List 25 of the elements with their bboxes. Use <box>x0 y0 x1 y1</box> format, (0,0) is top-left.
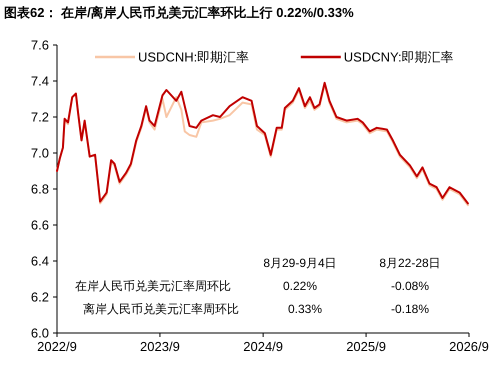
y-tick-label: 6.8 <box>30 182 49 196</box>
y-tick-label: 7.2 <box>30 110 49 124</box>
x-tick-label: 2026/9 <box>449 339 489 354</box>
y-tick-label: 7.6 <box>30 38 49 52</box>
chart-title: 图表62： 在岸/离岸人民币兑美元汇率环比上行 0.22%/0.33% <box>4 5 354 20</box>
annotation: 8月29-9月4日 <box>263 256 337 270</box>
x-tick-label: 2023/9 <box>140 339 180 354</box>
y-tick-label: 6.6 <box>30 218 49 232</box>
y-tick-label: 7.4 <box>30 74 49 88</box>
annotation: 离岸人民币兑美元汇率周环比 <box>83 302 239 316</box>
x-tick-label: 2024/9 <box>243 339 284 354</box>
x-tick-label: 2022/9 <box>37 339 77 354</box>
annotation: 8月22-28日 <box>379 256 441 270</box>
y-tick-label: 6.2 <box>30 290 49 304</box>
annotation: 在岸人民币兑美元汇率周环比 <box>75 279 231 293</box>
legend-label: USDCNY:即期汇率 <box>344 50 454 64</box>
annotation: -0.08% <box>390 279 430 293</box>
annotation: 0.22% <box>282 279 318 293</box>
annotation: 0.33% <box>288 302 322 316</box>
y-tick-label: 6.4 <box>30 254 49 268</box>
y-tick-label: 7.0 <box>30 146 49 160</box>
y-tick-label: 6.0 <box>30 326 49 340</box>
legend-label: USDCNH:即期汇率 <box>138 50 250 64</box>
annotation: -0.18% <box>390 302 430 316</box>
x-tick-label: 2025/9 <box>346 339 386 354</box>
